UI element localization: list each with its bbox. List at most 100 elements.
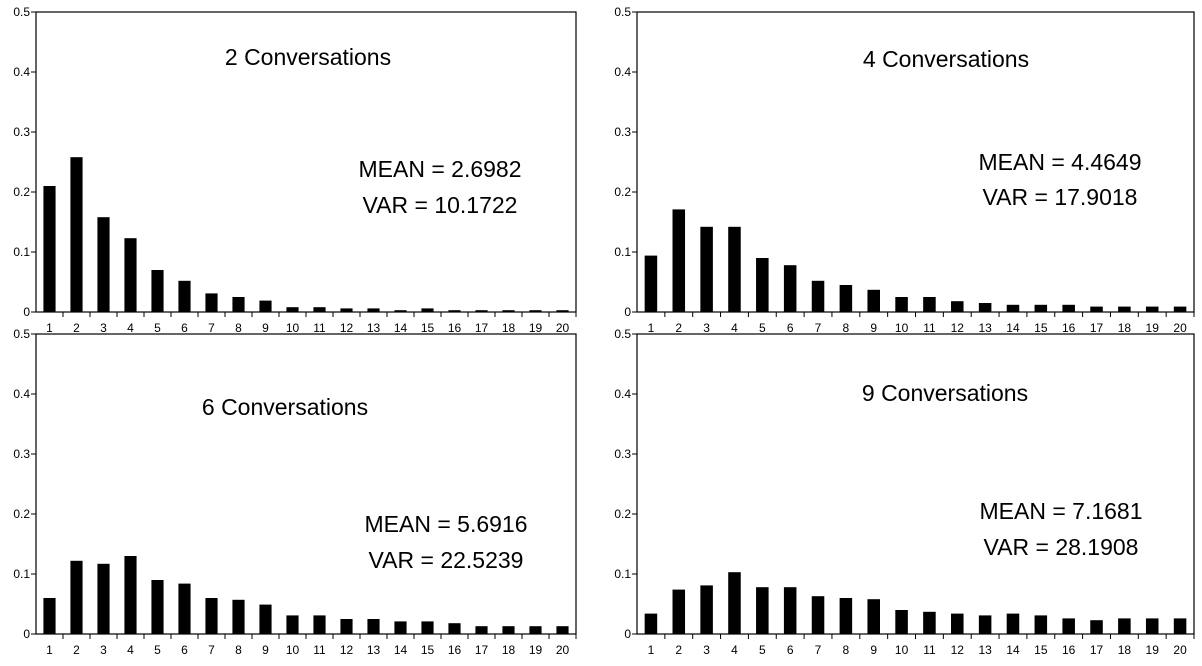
bar [1034, 304, 1048, 312]
x-tick-label: 7 [208, 643, 215, 657]
chart-svg: 00.10.20.30.40.51 2 3 4 5 6 7 8 9 10 11 12 13 14 15 16 1… [13, 327, 577, 657]
x-tick-label: 13 [367, 321, 381, 335]
chart-svg: 00.10.20.30.40.51 2 3 4 5 6 7 8 9 10 11 12 13 14 15 16 1… [13, 5, 577, 335]
bar [421, 621, 434, 634]
y-tick-label: 0.3 [614, 125, 631, 139]
y-tick-label: 0.3 [13, 125, 30, 139]
x-tick-label: 16 [1062, 643, 1076, 657]
bar [839, 598, 853, 634]
x-tick-label: 15 [1034, 321, 1048, 335]
x-tick-label: 6 [787, 321, 794, 335]
chart-panel-4-conversations: 0 0.1 0.2 0.3 0.4 0.5 1 2 3 4 5 6 7 8 9 10 11 12 13 14 15 16 1… [601, 0, 1202, 335]
bar [1118, 306, 1131, 312]
mean-annotation: MEAN = 2.6982 [358, 156, 521, 182]
bar [728, 226, 741, 312]
bar [1173, 618, 1187, 634]
bar [475, 310, 488, 312]
bar [1006, 304, 1020, 312]
x-tick-label: 15 [421, 321, 435, 335]
bar [259, 300, 272, 312]
x-tick-label: 14 [1006, 321, 1020, 335]
x-tick-label: 1 [648, 321, 655, 335]
bar [232, 599, 245, 634]
bar [340, 619, 353, 634]
x-tick-label: 18 [502, 321, 516, 335]
y-tick-label: 0.1 [614, 245, 631, 259]
x-tick-label: 3 [100, 321, 107, 335]
y-tick-label: 0.1 [13, 245, 30, 259]
x-tick-label: 9 [262, 643, 269, 657]
chart-svg: 00.10.20.30.40.51 2 3 4 5 6 7 8 9 10 11 12 13 14 15 16 1… [614, 5, 1195, 335]
y-tick-label: 0.3 [13, 447, 30, 461]
bar [313, 307, 326, 312]
chart-svg: 00.10.20.30.40.51 2 3 4 5 6 7 8 9 10 11 12 13 14 15 16 1… [614, 327, 1195, 657]
bar [756, 587, 769, 634]
bar [97, 563, 110, 634]
y-tick-label: 0.5 [614, 5, 631, 19]
x-tick-label: 16 [448, 643, 462, 657]
y-tick-label: 0.4 [614, 387, 631, 401]
bar [529, 626, 542, 634]
x-tick-label: 2 [675, 643, 682, 657]
bar [448, 623, 461, 634]
x-tick-label: 12 [951, 321, 965, 335]
x-tick-label: 13 [367, 643, 381, 657]
x-tick-label: 4 [731, 321, 738, 335]
x-tick-label: 10 [286, 321, 300, 335]
bar [394, 621, 407, 634]
bar [783, 265, 797, 312]
bar [205, 293, 218, 312]
x-tick-label: 7 [208, 321, 215, 335]
y-tick-label: 0 [23, 627, 30, 641]
bar [895, 610, 908, 634]
x-tick-label: 14 [394, 643, 408, 657]
bar [923, 297, 936, 312]
bar [313, 615, 326, 634]
x-tick-label: 14 [1006, 643, 1020, 657]
chart-title: 2 Conversations [225, 44, 391, 70]
chart-panel-2-conversations: 0 0.1 0.2 0.3 0.4 0.5 1 2 3 4 5 6 7 8 9 10 11 12 13 14 15 16 1… [0, 0, 601, 335]
x-tick-label: 16 [448, 321, 462, 335]
bar [783, 587, 797, 634]
x-tick-label: 2 [73, 321, 80, 335]
mean-annotation: MEAN = 4.4649 [978, 149, 1141, 175]
x-tick-label: 19 [1146, 643, 1160, 657]
x-tick-label: 4 [127, 643, 134, 657]
x-tick-label: 8 [235, 321, 242, 335]
var-annotation: VAR = 28.1908 [984, 534, 1139, 560]
bar [644, 613, 658, 634]
x-tick-label: 20 [556, 643, 570, 657]
x-tick-label: 19 [529, 321, 543, 335]
x-tick-label: 8 [235, 643, 242, 657]
var-annotation: VAR = 22.5239 [369, 547, 524, 573]
bar [232, 297, 245, 312]
y-tick-label: 0.2 [13, 185, 30, 199]
x-tick-label: 8 [843, 321, 850, 335]
plot-area [636, 333, 1195, 635]
bar [124, 556, 137, 634]
x-tick-label: 6 [787, 643, 794, 657]
bar [839, 285, 853, 312]
x-tick-label: 18 [1118, 643, 1132, 657]
bar [70, 560, 83, 634]
x-tick-label: 3 [703, 321, 710, 335]
bar [1118, 618, 1131, 634]
x-tick-label: 7 [815, 321, 822, 335]
bar [811, 280, 825, 312]
x-tick-label: 20 [1173, 643, 1187, 657]
bar [286, 615, 299, 634]
bar [43, 186, 56, 312]
bar [286, 307, 299, 312]
var-annotation: VAR = 17.9018 [983, 184, 1138, 210]
bar [178, 280, 191, 312]
x-tick-label: 4 [127, 321, 134, 335]
x-tick-label: 9 [870, 321, 877, 335]
x-tick-label: 15 [421, 643, 435, 657]
y-tick-label: 0.1 [614, 567, 631, 581]
bar [421, 308, 434, 312]
x-tick-label: 7 [815, 643, 822, 657]
x-tick-label: 12 [340, 643, 354, 657]
x-tick-label: 15 [1034, 643, 1048, 657]
bar [672, 589, 686, 634]
